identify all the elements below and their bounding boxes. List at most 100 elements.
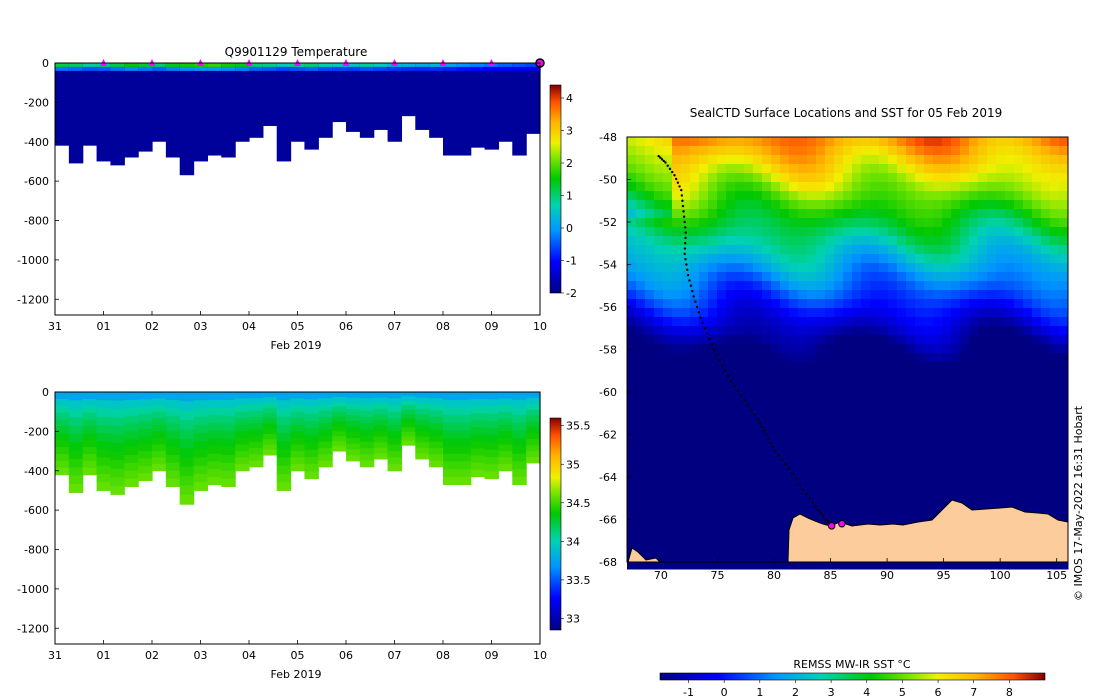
sst-cell [726, 299, 736, 309]
salinity-cell [346, 409, 361, 416]
sst-cell [708, 290, 718, 300]
sst-cell [636, 182, 646, 192]
sst-cell [735, 263, 745, 273]
y-tick-label: -1200 [17, 622, 49, 635]
sst-cell [906, 425, 916, 435]
sst-cell [672, 146, 682, 156]
salinity-cell [249, 454, 264, 462]
sst-cell [879, 479, 889, 489]
sst-cell [717, 533, 727, 543]
sst-cell [807, 209, 817, 219]
y-tick-label: -1000 [17, 254, 49, 267]
sst-cell [969, 425, 979, 435]
temperature-subsurface-cell [359, 66, 375, 71]
sst-cell [753, 281, 763, 291]
salinity-cell [221, 447, 236, 456]
sst-cell [1014, 362, 1024, 372]
sst-cell [672, 389, 682, 399]
sst-cell [825, 452, 835, 462]
sst-cell [663, 443, 673, 453]
sst-cell [699, 434, 709, 444]
sst-cell [654, 488, 664, 498]
sst-cell [753, 263, 763, 273]
salinity-cell [318, 448, 333, 455]
salinity-cell [304, 471, 319, 480]
sst-cell [807, 470, 817, 480]
temperature-profile-column [304, 63, 319, 150]
sst-cell [879, 236, 889, 246]
sst-cell [888, 380, 898, 390]
sst-cell [672, 380, 682, 390]
salinity-cell [373, 431, 389, 438]
salinity-cell [124, 399, 139, 409]
salinity-cell [415, 431, 430, 438]
sst-cell [663, 425, 673, 435]
sst-cell [735, 461, 745, 471]
sst-cell [753, 416, 763, 426]
track-point [689, 284, 693, 287]
sst-cell [888, 218, 898, 228]
sst-cell [978, 263, 988, 273]
salinity-cell [456, 461, 472, 470]
salinity-cell [346, 420, 361, 427]
y-tick-label: -800 [24, 215, 49, 228]
salinity-cell [152, 405, 167, 413]
sst-cell [726, 461, 736, 471]
sst-cell [1050, 425, 1060, 435]
sst-cell [861, 290, 871, 300]
temperature-subsurface-cell [55, 66, 70, 71]
sst-cell [969, 488, 979, 498]
sst-cell [627, 146, 637, 156]
sst-cell [717, 236, 727, 246]
sst-cell [699, 560, 709, 570]
sst-cell [735, 308, 745, 318]
sst-cell [654, 362, 664, 372]
sst-cell [951, 380, 961, 390]
track-point [805, 492, 808, 496]
sst-cell [834, 209, 844, 219]
sst-cell [834, 173, 844, 183]
sst-cell [672, 272, 682, 282]
track-point [682, 215, 686, 218]
sst-cell [843, 200, 853, 210]
sst-cell [870, 182, 880, 192]
sst-cell [1041, 209, 1051, 219]
track-point [715, 353, 719, 357]
salinity-cell [346, 426, 361, 433]
salinity-cell [484, 464, 500, 472]
sst-cell [663, 317, 673, 327]
sst-cell [834, 155, 844, 165]
y-tick-label: -600 [24, 504, 49, 517]
salinity-cell [152, 444, 167, 452]
sst-cell [807, 236, 817, 246]
sst-cell [843, 461, 853, 471]
sst-cell [735, 191, 745, 201]
sst-cell [951, 416, 961, 426]
sst-cell [834, 560, 844, 570]
colorbar-tick-label: 35 [566, 458, 580, 471]
sst-cell [708, 551, 718, 561]
sst-cell [762, 146, 772, 156]
sst-cell [834, 497, 844, 507]
sst-cell [672, 407, 682, 417]
sst-cell [780, 146, 790, 156]
track-point [664, 161, 667, 164]
sst-cell [744, 164, 754, 174]
lon-tick-label: 70 [654, 569, 668, 582]
track-point [733, 384, 736, 388]
salinity-cell [512, 438, 527, 447]
sst-cell [843, 245, 853, 255]
sst-cell [852, 173, 862, 183]
sst-cell [951, 227, 961, 237]
sst-cell [636, 362, 646, 372]
sst-cell [627, 362, 637, 372]
sst-cell [1059, 353, 1069, 363]
sst-cell [1032, 308, 1042, 318]
sst-cell [924, 515, 934, 525]
sst-cell [852, 299, 862, 309]
sst-cell [708, 452, 718, 462]
sst-cell [942, 191, 952, 201]
sst-cell [1059, 443, 1069, 453]
sst-cell [627, 209, 637, 219]
sst-cell [978, 200, 988, 210]
